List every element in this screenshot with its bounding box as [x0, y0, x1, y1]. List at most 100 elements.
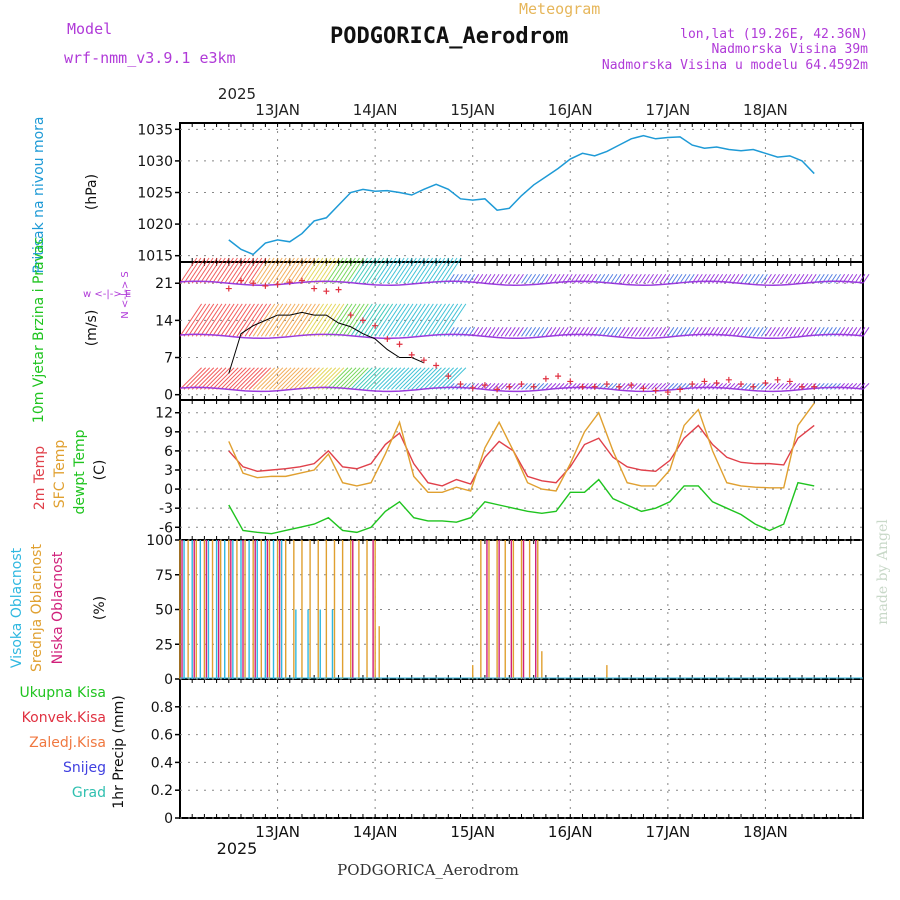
wind-barb [639, 383, 646, 390]
wind-barb [610, 327, 618, 337]
wind-barb [269, 257, 287, 284]
y-tick-label: 0 [164, 388, 173, 404]
wind-barb [232, 303, 255, 337]
top-day-label: 18JAN [743, 101, 788, 119]
wind-barb [675, 273, 683, 284]
wind-barb [407, 367, 430, 390]
wind-barb [809, 273, 817, 284]
wind-barb [512, 327, 520, 337]
temp-2m-line [228, 424, 815, 487]
wind-barb [386, 303, 410, 337]
wind-barb [382, 367, 406, 390]
wind-barb [183, 303, 207, 337]
wind-barb [256, 367, 280, 390]
wind-gust-marker [628, 382, 635, 389]
wind-barb [366, 303, 390, 337]
wind-barb [212, 303, 235, 337]
wind-barb [785, 327, 793, 337]
wind-barb [232, 367, 255, 390]
wind-barb [346, 303, 369, 337]
wind-barb [862, 383, 870, 390]
y-tick-label: 14 [155, 313, 173, 329]
wind-barb [256, 257, 275, 284]
wind-barb [187, 303, 211, 337]
wind-barb [317, 303, 341, 337]
wind-barb [700, 383, 707, 390]
wind-barb [606, 273, 614, 284]
wind-barb [752, 327, 760, 337]
wind-barb [732, 327, 740, 337]
wind-barb [220, 303, 243, 337]
wind-barb [208, 257, 226, 284]
wind-barb [313, 303, 337, 337]
wind-axis-title: 10m Vjetar Brzina i Pravac (m/s) N <-|->… [31, 237, 131, 423]
y-tick-label: 12 [155, 406, 173, 422]
wind-barb [305, 303, 329, 337]
wind-barb [484, 273, 492, 284]
wind-barb [513, 383, 520, 390]
footer-station: PODGORICA_Aerodrom [337, 861, 519, 879]
wind-gust-marker [567, 378, 574, 385]
wind-barb [777, 383, 784, 390]
wind-barb [370, 303, 394, 337]
wind-barb [228, 257, 247, 284]
wind-barb [411, 257, 429, 284]
wind-barb [220, 367, 243, 390]
wind-barb [773, 383, 780, 390]
wind-gust-marker [774, 376, 781, 383]
wind-barb [293, 303, 316, 337]
wind-barb [525, 327, 532, 337]
wind-barb [744, 327, 752, 337]
wind-barb [638, 327, 646, 337]
wind-barb [484, 327, 492, 337]
wind-barb [655, 327, 663, 337]
wind-barb [512, 273, 520, 284]
wind-barb [748, 273, 756, 284]
wind-barb [545, 383, 553, 390]
wind-gust-marker [469, 384, 476, 391]
wind-title: 10m Vjetar Brzina i Pravac [31, 237, 47, 423]
wind-barb [313, 367, 337, 390]
wind-barb [346, 367, 369, 390]
wind-barb [492, 273, 500, 284]
wind-barb [325, 257, 344, 284]
wind-barb [760, 327, 768, 337]
y-tick-label: 1025 [137, 186, 173, 202]
wind-barb [838, 383, 845, 390]
wind-gust-marker [677, 386, 684, 393]
wind-barb [411, 367, 434, 390]
wind-barb [273, 257, 291, 284]
precip-unit: 1hr Precip (mm) [111, 695, 127, 808]
wind-barb [203, 257, 222, 284]
y-tick-label: 50 [155, 603, 173, 619]
temp-axis-title: 2m Temp SFC Temp dewpt Temp (C) [32, 429, 108, 514]
wind-barb [630, 273, 638, 284]
wind-gust-marker [433, 362, 440, 369]
wind-barb [212, 257, 230, 284]
wind-barb [399, 367, 422, 390]
wind-barb [423, 303, 446, 337]
wind-barb [317, 367, 341, 390]
wind-barb [423, 257, 442, 284]
wind-barb [260, 367, 284, 390]
wind-barb [443, 303, 467, 337]
panels: 1015 1020 1025 1030 1035 0 7 14 21 -6 -3 0 3 6 9 12 0 25 5… [137, 122, 870, 827]
wind-barb [362, 303, 385, 337]
wind-barb [439, 303, 463, 337]
wind-barb [769, 383, 776, 390]
wind-barb [423, 367, 446, 390]
wind-gust-marker [762, 380, 769, 387]
wind-gust-marker [286, 279, 293, 286]
wind-barb [252, 257, 271, 284]
wind-barb [411, 303, 434, 337]
wind-barb [370, 257, 389, 284]
bottom-day-labels: 13JAN 14JAN 15JAN 16JAN 17JAN 18JAN [255, 823, 788, 841]
wind-barb [395, 303, 418, 337]
wind-barb [265, 367, 288, 390]
temp-dewpt-line [228, 478, 815, 535]
wind-barb [671, 383, 679, 390]
wind-barb [354, 367, 377, 390]
wind-barb [244, 367, 268, 390]
wind-barb [330, 257, 348, 284]
y-tick-label: 1035 [137, 122, 173, 138]
